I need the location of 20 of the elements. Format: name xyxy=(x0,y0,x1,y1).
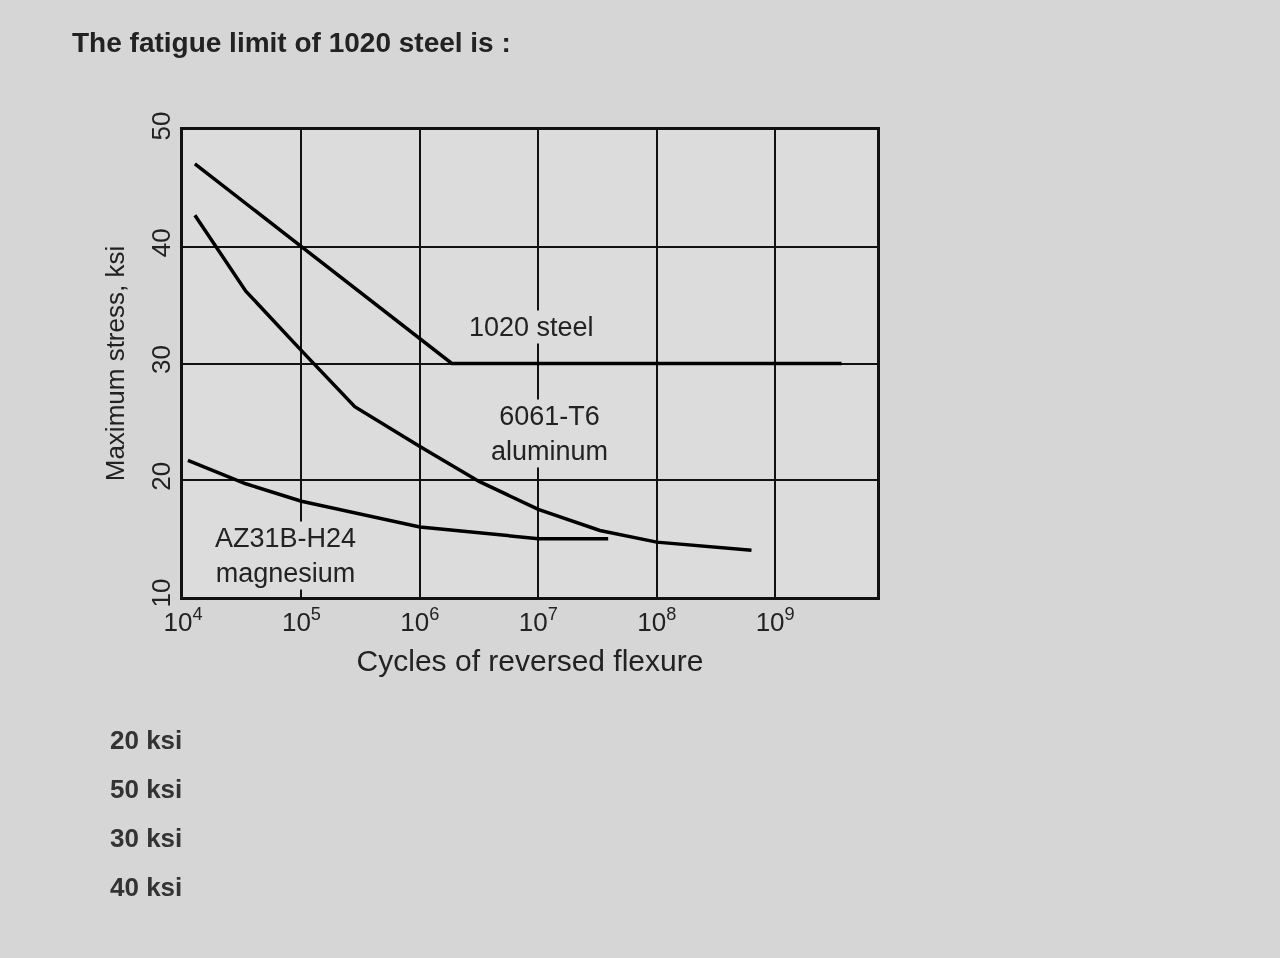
chart-title: The fatigue limit of 1020 steel is : xyxy=(72,26,511,58)
y-axis-title: Maximum stress, ksi xyxy=(100,245,131,482)
x-tick-label: 10$^{7}$ xyxy=(518,604,558,637)
y-tick-label: 20 xyxy=(145,461,176,491)
x-tick-label: 10$^{9}$ xyxy=(755,604,795,637)
annotation: 6061-T6 aluminum xyxy=(491,401,609,467)
text: 20 ksi xyxy=(110,725,183,755)
x-axis-title: Cycles of reversed flexure xyxy=(356,644,704,678)
annotation: AZ31B-H24 magnesium xyxy=(215,523,357,589)
y-tick-label: 50 xyxy=(145,111,176,141)
x-tick-label: 10$^{6}$ xyxy=(400,604,440,637)
y-tick-label: 30 xyxy=(145,345,176,375)
y-tick-label: 10 xyxy=(145,578,176,608)
text: 30 ksi xyxy=(110,823,183,853)
text: 50 ksi xyxy=(110,774,183,804)
text: 40 ksi xyxy=(110,872,183,902)
y-tick-label: 40 xyxy=(145,228,176,258)
annotation: 1020 steel xyxy=(469,312,594,342)
x-tick-label: 10$^{5}$ xyxy=(281,604,321,637)
x-tick-label: 10$^{8}$ xyxy=(637,604,677,637)
